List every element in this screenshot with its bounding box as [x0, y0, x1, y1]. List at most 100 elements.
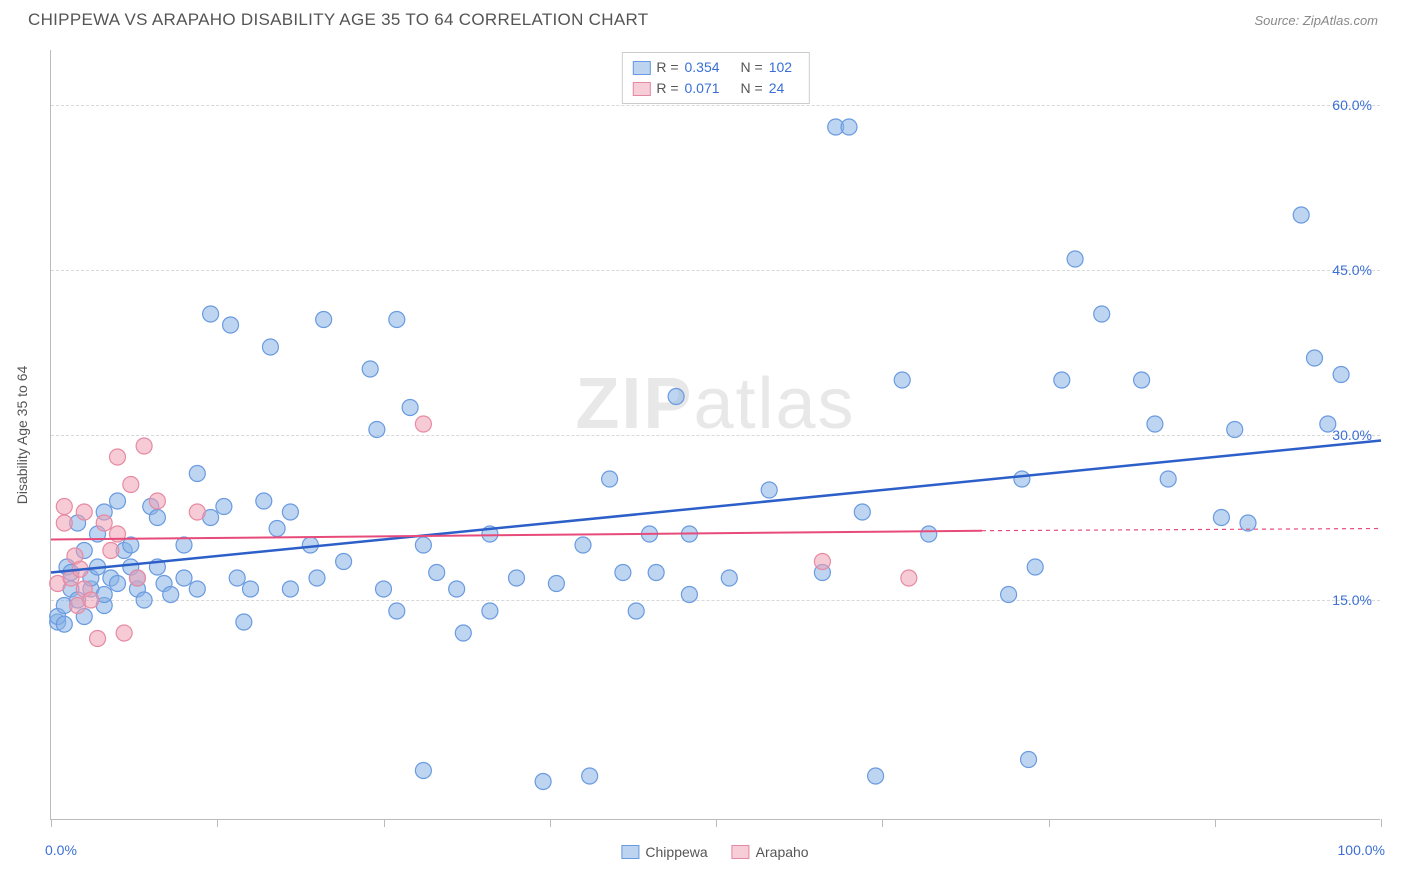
- data-point: [369, 422, 385, 438]
- data-point: [110, 576, 126, 592]
- data-point: [176, 570, 192, 586]
- legend-r-value: 0.354: [685, 57, 735, 78]
- data-point: [316, 312, 332, 328]
- data-point: [415, 416, 431, 432]
- legend-r-label: R =: [656, 78, 678, 99]
- x-tick: [716, 819, 717, 827]
- data-point: [110, 449, 126, 465]
- data-point: [1320, 416, 1336, 432]
- data-point: [868, 768, 884, 784]
- data-point: [83, 592, 99, 608]
- data-point: [176, 537, 192, 553]
- data-point: [415, 537, 431, 553]
- x-tick: [882, 819, 883, 827]
- data-point: [163, 587, 179, 603]
- data-point: [761, 482, 777, 498]
- legend-row: R =0.071N =24: [632, 78, 798, 99]
- legend-item: Arapaho: [732, 844, 809, 860]
- data-point: [509, 570, 525, 586]
- legend-label: Chippewa: [645, 844, 707, 860]
- scatter-plot: [51, 50, 1380, 819]
- data-point: [116, 625, 132, 641]
- data-point: [129, 570, 145, 586]
- data-point: [136, 592, 152, 608]
- data-point: [1001, 587, 1017, 603]
- data-point: [189, 466, 205, 482]
- data-point: [203, 306, 219, 322]
- data-point: [110, 493, 126, 509]
- data-point: [362, 361, 378, 377]
- data-point: [136, 438, 152, 454]
- source-label: Source: ZipAtlas.com: [1254, 13, 1378, 28]
- data-point: [1333, 367, 1349, 383]
- trend-line: [51, 441, 1381, 573]
- data-point: [56, 515, 72, 531]
- x-tick: [51, 819, 52, 827]
- data-point: [628, 603, 644, 619]
- data-point: [1147, 416, 1163, 432]
- data-point: [668, 389, 684, 405]
- data-point: [841, 119, 857, 135]
- data-point: [1021, 752, 1037, 768]
- chart-title: CHIPPEWA VS ARAPAHO DISABILITY AGE 35 TO…: [28, 10, 648, 30]
- data-point: [548, 576, 564, 592]
- data-point: [602, 471, 618, 487]
- data-point: [189, 581, 205, 597]
- data-point: [189, 504, 205, 520]
- data-point: [1067, 251, 1083, 267]
- data-point: [1160, 471, 1176, 487]
- data-point: [149, 510, 165, 526]
- data-point: [482, 603, 498, 619]
- data-point: [1213, 510, 1229, 526]
- data-point: [582, 768, 598, 784]
- data-point: [389, 312, 405, 328]
- data-point: [1134, 372, 1150, 388]
- data-point: [123, 477, 139, 493]
- data-point: [1240, 515, 1256, 531]
- data-point: [901, 570, 917, 586]
- legend-swatch: [732, 845, 750, 859]
- legend-n-value: 24: [769, 78, 799, 99]
- data-point: [96, 515, 112, 531]
- data-point: [103, 543, 119, 559]
- data-point: [1054, 372, 1070, 388]
- data-point: [1307, 350, 1323, 366]
- x-tick: [1215, 819, 1216, 827]
- x-axis-max-label: 100.0%: [1338, 842, 1385, 858]
- data-point: [615, 565, 631, 581]
- data-point: [415, 763, 431, 779]
- data-point: [90, 631, 106, 647]
- y-axis-label: Disability Age 35 to 64: [14, 366, 30, 505]
- series-legend: Chippewa Arapaho: [621, 844, 808, 860]
- plot-area: ZIPatlas 15.0%30.0%45.0%60.0% R =0.354N …: [50, 50, 1380, 820]
- data-point: [1027, 559, 1043, 575]
- data-point: [56, 616, 72, 632]
- data-point: [223, 317, 239, 333]
- data-point: [149, 493, 165, 509]
- data-point: [269, 521, 285, 537]
- data-point: [282, 581, 298, 597]
- data-point: [389, 603, 405, 619]
- data-point: [429, 565, 445, 581]
- trend-line: [51, 531, 982, 540]
- data-point: [1293, 207, 1309, 223]
- data-point: [262, 339, 278, 355]
- data-point: [76, 504, 92, 520]
- data-point: [1227, 422, 1243, 438]
- data-point: [449, 581, 465, 597]
- data-point: [1094, 306, 1110, 322]
- data-point: [575, 537, 591, 553]
- legend-swatch: [621, 845, 639, 859]
- data-point: [854, 504, 870, 520]
- legend-item: Chippewa: [621, 844, 707, 860]
- legend-swatch: [632, 82, 650, 96]
- data-point: [243, 581, 259, 597]
- x-axis-min-label: 0.0%: [45, 842, 77, 858]
- data-point: [535, 774, 551, 790]
- legend-row: R =0.354N =102: [632, 57, 798, 78]
- data-point: [648, 565, 664, 581]
- x-tick: [384, 819, 385, 827]
- x-tick: [550, 819, 551, 827]
- data-point: [256, 493, 272, 509]
- data-point: [216, 499, 232, 515]
